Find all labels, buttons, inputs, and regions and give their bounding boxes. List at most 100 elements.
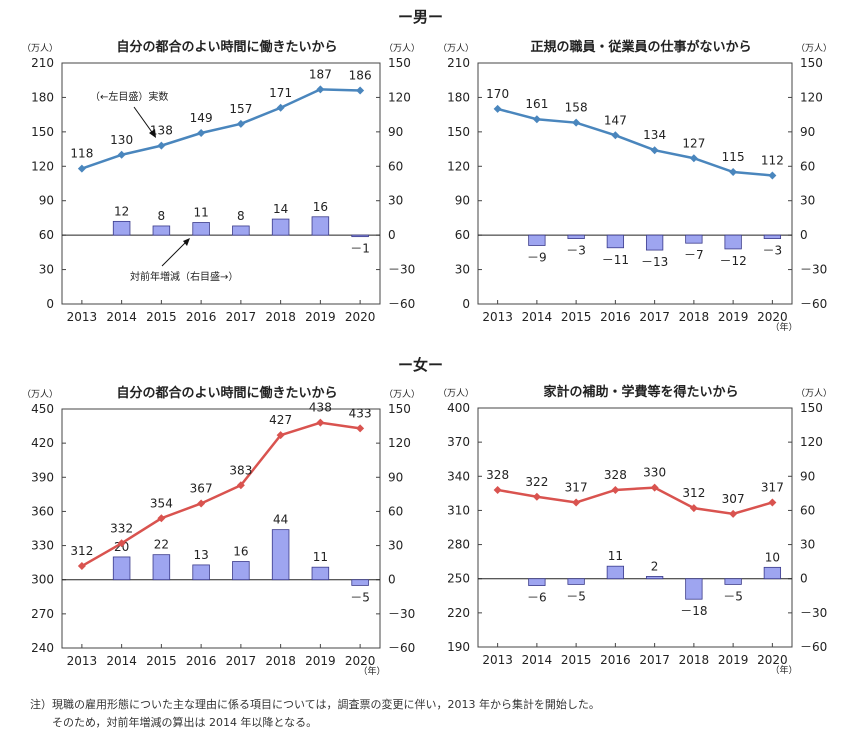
x-tick-label: 2016 — [600, 653, 631, 667]
line-value-label: 157 — [229, 102, 252, 116]
bar — [567, 234, 585, 239]
x-tick-label: 2015 — [146, 310, 177, 324]
line-point — [689, 154, 698, 163]
left-tick-label: 150 — [447, 125, 470, 139]
right-tick-label: －30 — [800, 606, 827, 620]
right-tick-label: 90 — [388, 470, 403, 484]
series-line — [497, 107, 773, 177]
left-tick-label: 90 — [39, 194, 54, 208]
right-tick-label: 30 — [388, 194, 403, 208]
x-tick-label: 2017 — [226, 310, 257, 324]
x-tick-label: 2015 — [561, 310, 592, 324]
line-point — [236, 119, 245, 128]
chart-title: 正規の職員・従業員の仕事がないから — [530, 39, 751, 55]
chart-title: 家計の補助・学費等を得たいから — [543, 384, 738, 400]
line-point — [611, 485, 620, 494]
bar — [645, 576, 664, 580]
left-tick-label: 180 — [447, 90, 470, 104]
line-value-label: 118 — [70, 147, 93, 161]
bar — [567, 578, 585, 585]
line-value-label: 186 — [349, 69, 372, 83]
footnote-line-2: そのため，対前年増減の算出は 2014 年以降となる。 — [52, 716, 318, 729]
bar-value-label: 16 — [233, 545, 248, 559]
bar-value-label: 11 — [313, 550, 328, 564]
series-line — [497, 486, 773, 516]
x-axis-unit: （年） — [770, 664, 797, 676]
left-tick-label: 210 — [447, 56, 470, 70]
line-value-label: 354 — [150, 496, 173, 510]
bar — [232, 561, 250, 581]
right-tick-label: 60 — [388, 159, 403, 173]
right-tick-label: 0 — [800, 228, 808, 242]
left-tick-label: 30 — [39, 263, 54, 277]
line-value-label: 328 — [604, 468, 627, 482]
bar-value-label: 44 — [273, 513, 288, 527]
x-tick-label: 2015 — [561, 653, 592, 667]
x-tick-label: 2014 — [522, 310, 553, 324]
left-tick-label: 60 — [39, 228, 54, 242]
x-tick-label: 2013 — [482, 310, 513, 324]
line-value-label: 158 — [565, 101, 588, 115]
annotation-line-label: （←左目盛）実数 — [90, 90, 168, 103]
bar — [606, 234, 625, 249]
right-tick-label: －30 — [388, 263, 415, 277]
left-tick-label: 330 — [31, 539, 54, 553]
line-point — [650, 146, 659, 155]
line-point — [768, 171, 777, 180]
x-tick-label: 2018 — [679, 310, 710, 324]
left-tick-label: 90 — [455, 194, 470, 208]
bar-value-label: 2 — [651, 559, 659, 573]
x-tick-label: 2017 — [226, 654, 257, 668]
series-line — [81, 421, 361, 568]
line-value-label: 383 — [229, 463, 252, 477]
left-axis-unit: （万人） — [22, 389, 58, 400]
right-tick-label: 150 — [800, 56, 823, 70]
line-point — [316, 418, 325, 427]
left-tick-label: 370 — [447, 435, 470, 449]
bar — [645, 234, 664, 251]
right-tick-label: 150 — [388, 56, 411, 70]
line-point — [117, 539, 126, 548]
bar-value-label: －3 — [566, 244, 586, 258]
x-tick-label: 2017 — [639, 310, 670, 324]
right-tick-label: －30 — [388, 607, 415, 621]
line-value-label: 312 — [70, 544, 93, 558]
line-value-label: 149 — [190, 111, 213, 125]
annotation-arrowhead — [183, 238, 190, 246]
line-value-label: 134 — [643, 128, 666, 142]
line-value-label: 367 — [190, 481, 213, 495]
bar-value-label: 11 — [193, 206, 208, 220]
bar-value-label: 8 — [237, 209, 245, 223]
left-tick-label: 310 — [447, 503, 470, 517]
bar — [112, 220, 131, 236]
right-tick-label: －60 — [388, 297, 415, 311]
x-tick-label: 2018 — [265, 310, 296, 324]
plot-frame — [61, 408, 381, 649]
line-value-label: 438 — [309, 401, 332, 415]
bar-value-label: 13 — [193, 548, 208, 562]
x-tick-label: 2020 — [757, 653, 788, 667]
left-tick-label: 210 — [31, 56, 54, 70]
left-tick-label: 300 — [31, 573, 54, 587]
left-tick-label: 0 — [462, 297, 470, 311]
line-value-label: 317 — [761, 480, 784, 494]
bar — [351, 234, 369, 238]
right-tick-label: 90 — [800, 125, 815, 139]
line-value-label: 187 — [309, 67, 332, 81]
right-tick-label: 60 — [800, 503, 815, 517]
right-axis-unit: （万人） — [796, 388, 832, 399]
x-tick-label: 2020 — [345, 654, 376, 668]
left-tick-label: 390 — [31, 470, 54, 484]
right-tick-label: 150 — [388, 402, 411, 416]
bar — [192, 564, 210, 581]
line-point — [77, 562, 86, 571]
x-tick-label: 2017 — [639, 653, 670, 667]
line-point — [276, 431, 285, 440]
bar-value-label: －5 — [723, 589, 743, 603]
bar-value-label: －1 — [350, 242, 370, 256]
bar-value-label: 16 — [313, 200, 328, 214]
right-tick-label: 120 — [800, 435, 823, 449]
left-tick-label: 250 — [447, 572, 470, 586]
x-tick-label: 2019 — [718, 310, 749, 324]
bar — [606, 565, 625, 580]
